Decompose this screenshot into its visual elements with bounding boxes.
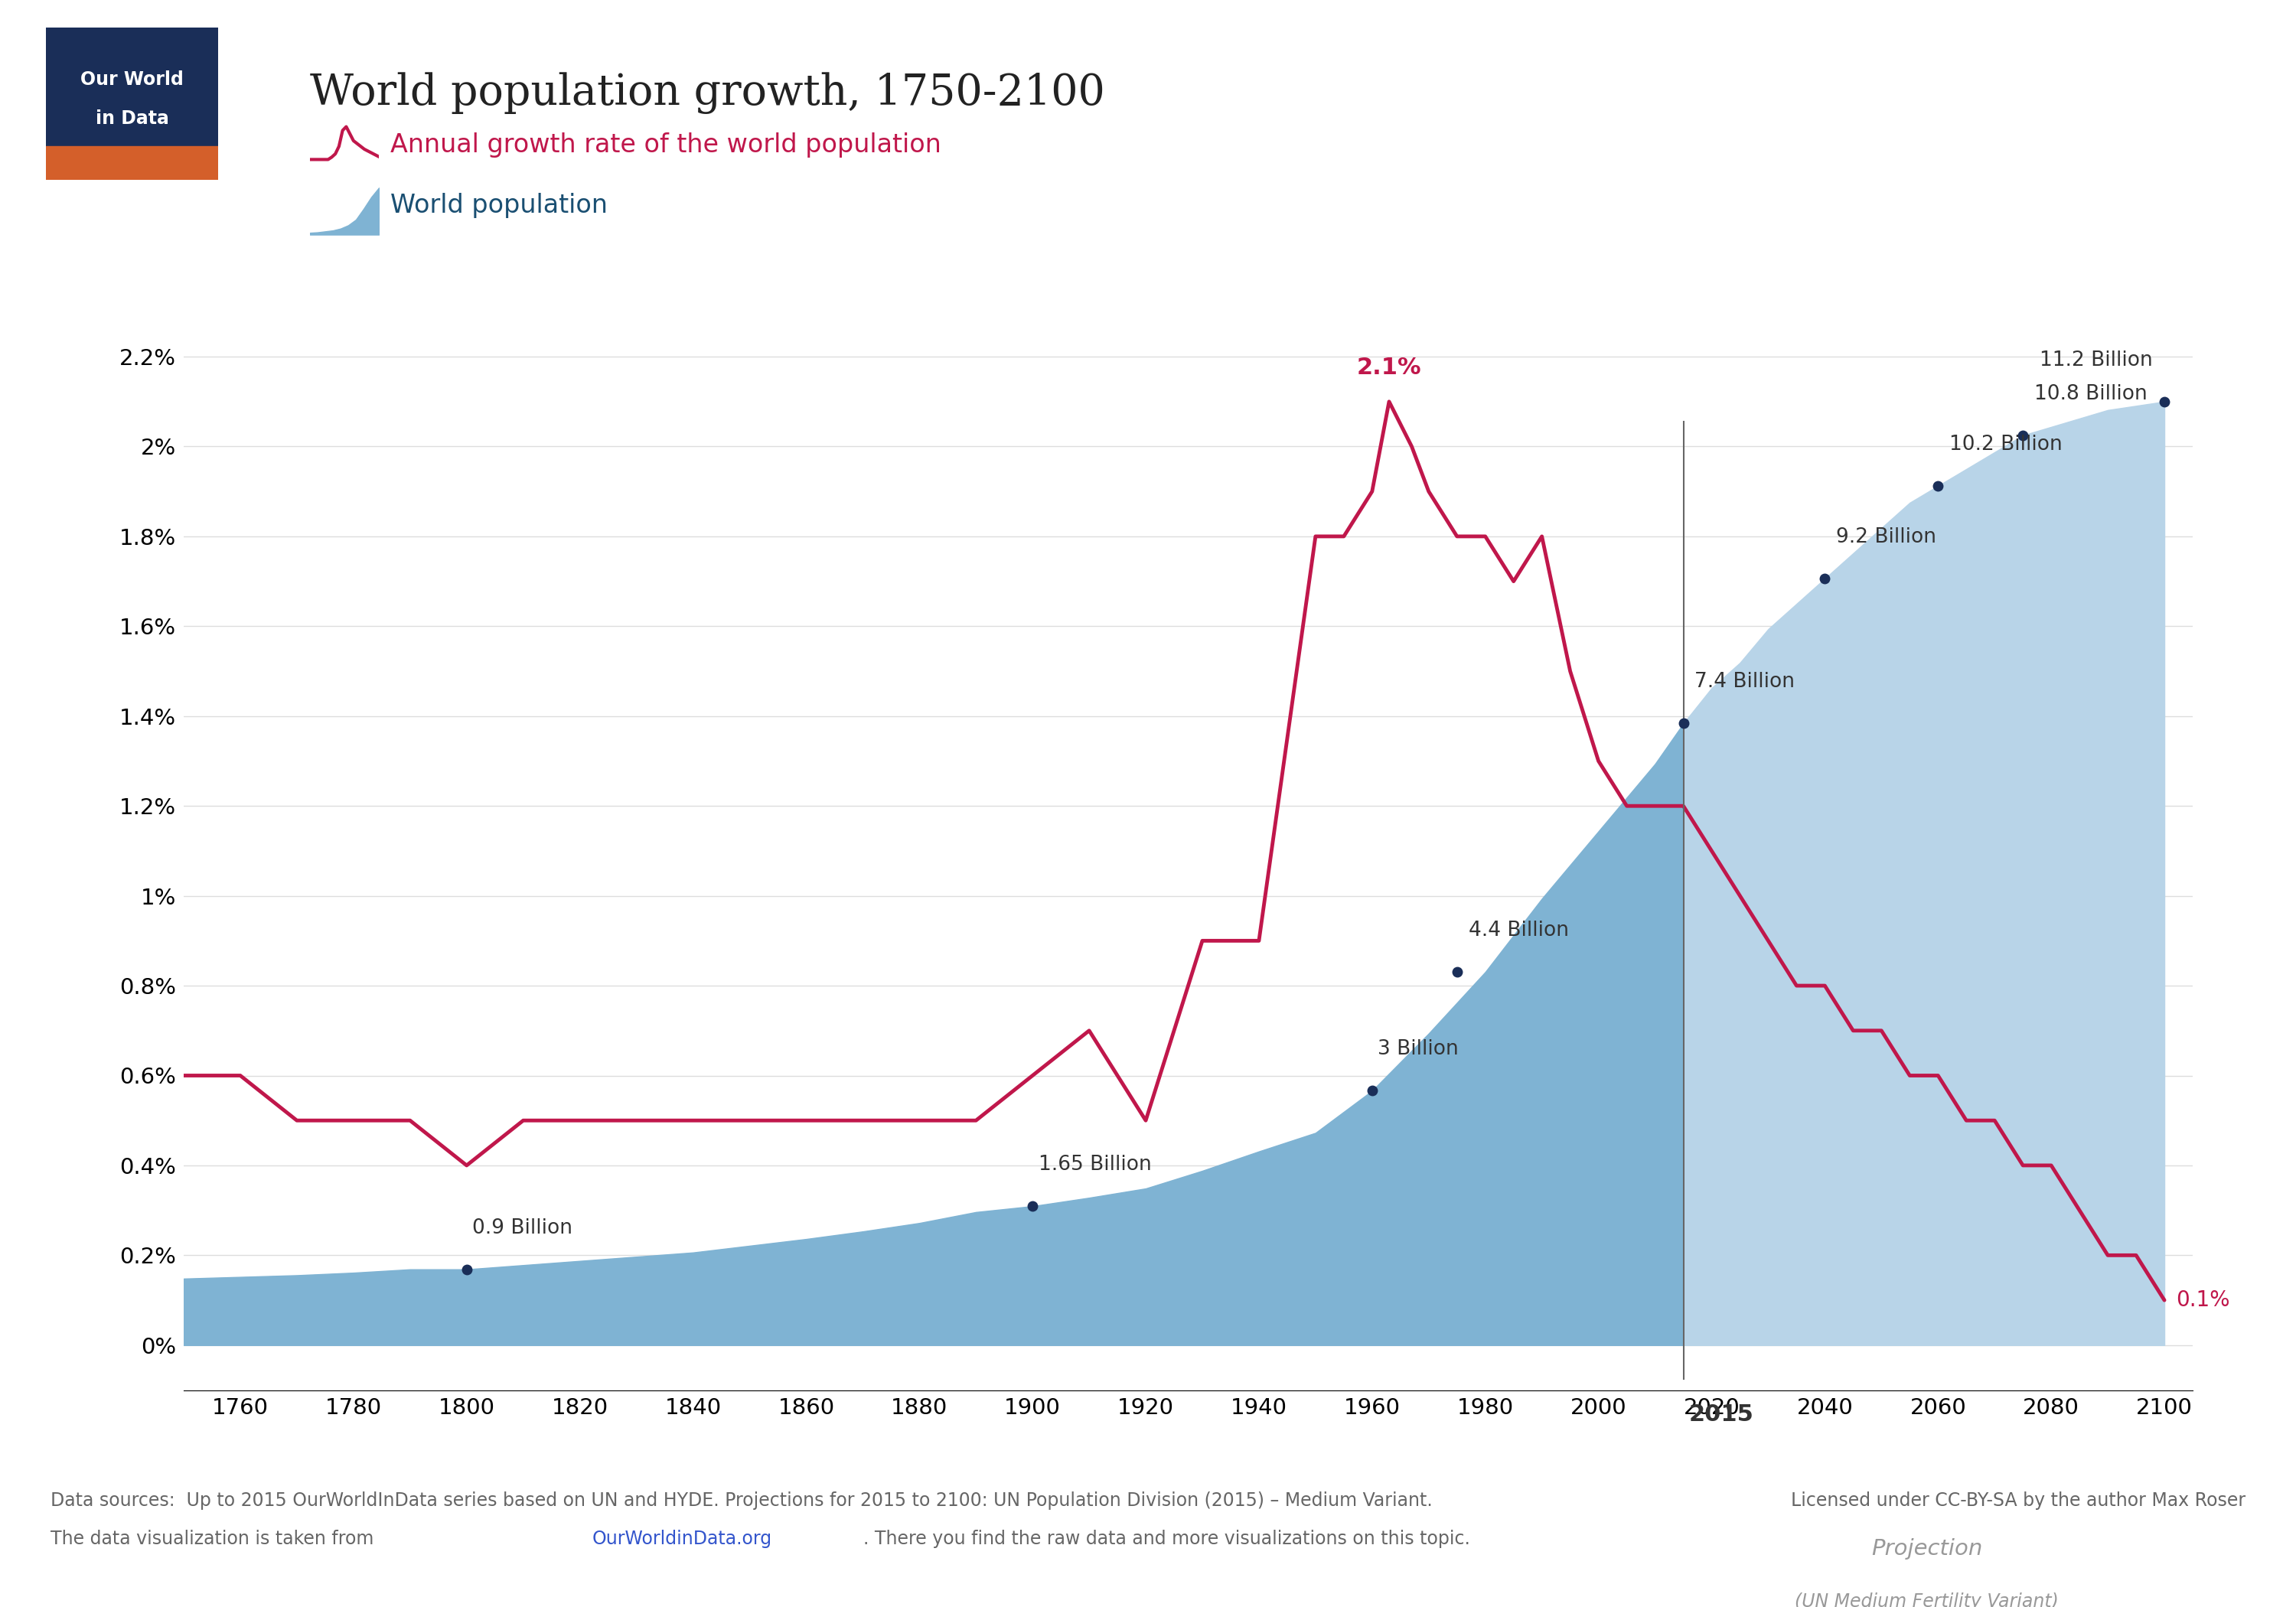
Text: 2015: 2015 xyxy=(1690,1403,1754,1425)
Text: The data visualization is taken from: The data visualization is taken from xyxy=(51,1530,379,1548)
Text: Data sources:  Up to 2015 OurWorldInData series based on UN and HYDE. Projection: Data sources: Up to 2015 OurWorldInData … xyxy=(51,1491,1433,1509)
Text: Annual growth rate of the world population: Annual growth rate of the world populati… xyxy=(390,132,941,157)
Bar xyxy=(46,146,218,180)
Text: 2.1%: 2.1% xyxy=(1357,357,1421,379)
Text: 0.1%: 0.1% xyxy=(2177,1289,2229,1311)
Text: in Data: in Data xyxy=(96,109,168,129)
Text: 10.2 Billion: 10.2 Billion xyxy=(1949,434,2062,455)
Text: 3 Billion: 3 Billion xyxy=(1378,1040,1458,1059)
Text: . There you find the raw data and more visualizations on this topic.: . There you find the raw data and more v… xyxy=(863,1530,1469,1548)
Text: OurWorldinData.org: OurWorldinData.org xyxy=(592,1530,771,1548)
Text: 11.2 Billion: 11.2 Billion xyxy=(2039,350,2154,370)
Text: (UN Medium Fertility Variant): (UN Medium Fertility Variant) xyxy=(1795,1593,2060,1607)
Text: World population: World population xyxy=(390,193,608,219)
Text: Licensed under CC-BY-SA by the author Max Roser: Licensed under CC-BY-SA by the author Ma… xyxy=(1791,1491,2245,1509)
Text: Projection: Projection xyxy=(1871,1538,1981,1560)
Bar xyxy=(46,27,218,146)
Text: 7.4 Billion: 7.4 Billion xyxy=(1694,672,1795,693)
Text: Our World: Our World xyxy=(80,71,184,88)
Text: World population growth, 1750-2100: World population growth, 1750-2100 xyxy=(310,72,1104,114)
Text: 9.2 Billion: 9.2 Billion xyxy=(1837,527,1936,546)
Text: 1.65 Billion: 1.65 Billion xyxy=(1038,1155,1150,1175)
Text: 4.4 Billion: 4.4 Billion xyxy=(1469,921,1568,940)
Text: 10.8 Billion: 10.8 Billion xyxy=(2034,384,2147,403)
Text: 0.9 Billion: 0.9 Billion xyxy=(473,1218,572,1237)
